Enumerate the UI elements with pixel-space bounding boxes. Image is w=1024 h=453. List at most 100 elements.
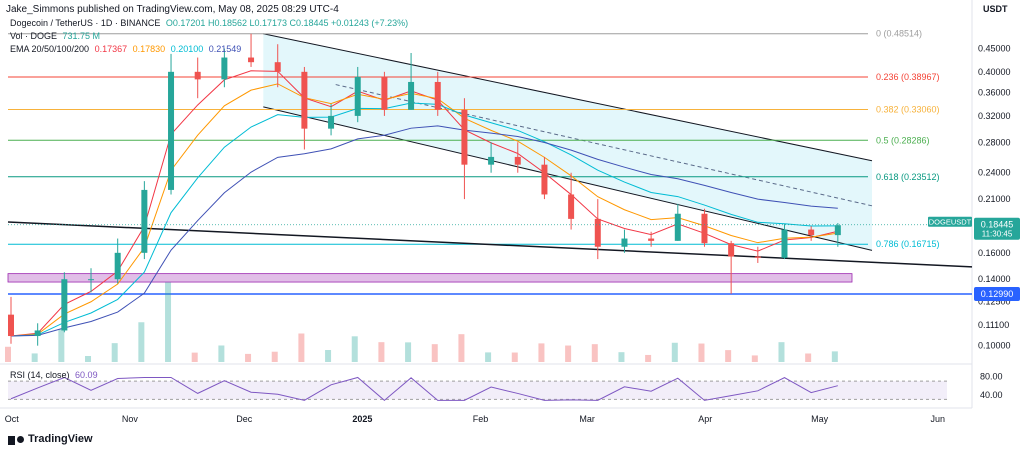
price-tick-label: 0.16000	[978, 248, 1011, 258]
volume-bar	[831, 351, 838, 362]
fib-label: 0.5 (0.28286)	[876, 135, 930, 145]
volume-bar	[698, 343, 705, 362]
volume-bar	[325, 350, 332, 362]
volume-bar	[751, 355, 758, 362]
pair-label: DOGEUSDT	[929, 218, 972, 227]
candle-body	[728, 243, 735, 257]
volume-bar	[271, 351, 278, 362]
support-price-label: 0.12990	[981, 289, 1014, 299]
rsi-value: 60.09	[75, 370, 98, 380]
channel-upper-line	[263, 33, 873, 162]
volume-bar	[5, 346, 11, 362]
volume-bar	[458, 334, 465, 362]
volume-value: 731.75 M	[62, 31, 101, 41]
volume-bar	[31, 353, 38, 362]
volume-bar	[485, 352, 492, 362]
price-tick-label: 0.12500	[978, 297, 1011, 307]
candle-body	[594, 218, 601, 247]
candle-body	[88, 279, 95, 281]
volume-bar	[671, 342, 678, 362]
candle-body	[568, 194, 575, 219]
candle-body	[328, 115, 335, 129]
publisher-line: Jake_Simmons published on TradingView.co…	[6, 4, 339, 15]
ema-legend: EMA 20/50/100/200 0.17367 0.17830 0.2010…	[10, 44, 244, 54]
candle-body	[301, 71, 308, 129]
candle-body	[648, 238, 655, 241]
candle-body	[141, 189, 148, 253]
ema-label: EMA 20/50/100/200	[10, 44, 90, 54]
ema50-line	[10, 83, 838, 337]
candle-body	[354, 76, 361, 116]
ema100-value: 0.20100	[170, 44, 204, 54]
volume-bar	[351, 336, 358, 362]
time-tick-label: Dec	[236, 414, 253, 424]
tradingview-logo-icon	[8, 434, 24, 445]
volume-bar	[511, 352, 518, 362]
volume-bar	[191, 352, 198, 362]
volume-bar	[645, 354, 652, 362]
volume-bar	[618, 352, 625, 362]
price-tick-label: 0.40000	[978, 67, 1011, 77]
candle-body	[34, 330, 41, 337]
rsi-label: RSI (14, close)	[10, 370, 70, 380]
price-axis-unit: USDT	[983, 4, 1008, 14]
time-tick-label: Feb	[473, 414, 489, 424]
candle-body	[808, 229, 815, 236]
ema200-line	[10, 125, 838, 337]
pair-tag	[928, 216, 972, 227]
ema20-value: 0.17367	[94, 44, 128, 54]
price-tick-label: 0.14000	[978, 274, 1011, 284]
volume-bar	[138, 322, 145, 362]
support-price-tag	[974, 286, 1020, 301]
candle-body	[381, 76, 388, 110]
volume-bar	[538, 343, 545, 362]
fib-label: 0.382 (0.33060)	[876, 104, 940, 114]
candle-body	[194, 71, 201, 80]
candle-body	[621, 238, 628, 247]
candle-body	[701, 213, 708, 244]
price-tick-label: 0.28000	[978, 137, 1011, 147]
time-tick-label: Apr	[698, 414, 712, 424]
volume-bar	[111, 343, 118, 362]
current-price-tag	[974, 217, 1020, 240]
price-tick-label: 0.36000	[978, 88, 1011, 98]
price-tick-label: 0.21000	[978, 194, 1011, 204]
fib-label: 0.236 (0.38967)	[876, 72, 940, 82]
candle-body	[274, 62, 281, 72]
support-zone	[7, 273, 853, 283]
volume-bar	[245, 353, 252, 362]
channel-mid-line	[335, 84, 873, 207]
volume-bar	[805, 353, 812, 362]
rsi-line	[10, 376, 838, 401]
price-tick-label: 0.10000	[978, 341, 1011, 351]
price-tick-label: 0.32000	[978, 111, 1011, 121]
volume-bar	[725, 350, 732, 362]
volume-bar	[218, 345, 225, 362]
symbol-legend: Dogecoin / TetherUS · 1D · BINANCE O0.17…	[10, 18, 411, 28]
channel-fill	[263, 33, 872, 251]
channel-lower-line	[263, 106, 873, 251]
volume-bar	[565, 345, 572, 362]
candle-body	[541, 164, 548, 195]
volume-bar	[778, 342, 785, 362]
rsi-tick-label: 40.00	[980, 390, 1003, 400]
tradingview-logo: TradingView	[8, 433, 93, 445]
volume-bar	[378, 342, 385, 362]
rsi-tick-label: 80.00	[980, 372, 1003, 382]
symbol-title: Dogecoin / TetherUS · 1D · BINANCE	[10, 18, 161, 28]
time-tick-label: Jun	[930, 414, 945, 424]
volume-bar	[591, 344, 598, 362]
candle-body	[434, 81, 441, 110]
time-tick-label: Nov	[122, 414, 139, 424]
time-tick-label: 2025	[352, 414, 372, 424]
candle-body	[488, 156, 495, 165]
volume-legend: Vol · DOGE 731.75 M	[10, 31, 103, 41]
candle-body	[461, 109, 468, 165]
ema200-value: 0.21549	[208, 44, 242, 54]
price-tick-label: 0.24000	[978, 168, 1011, 178]
fib-label: 0 (0.48514)	[876, 29, 922, 39]
rsi-legend: RSI (14, close) 60.09	[10, 370, 101, 380]
candle-body	[514, 156, 521, 165]
volume-label: Vol · DOGE	[10, 31, 58, 41]
